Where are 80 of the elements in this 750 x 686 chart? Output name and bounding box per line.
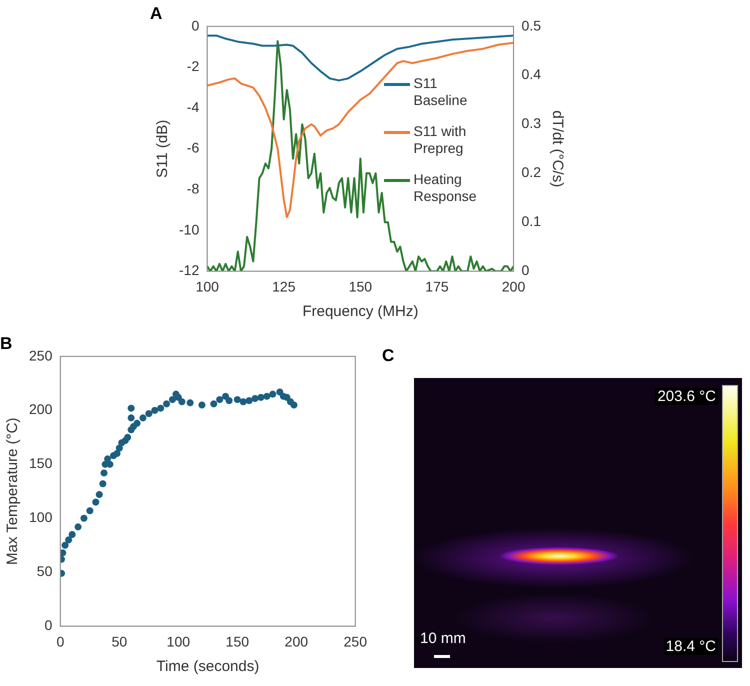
- point: [139, 414, 146, 422]
- point: [186, 399, 194, 406]
- x-tick-label: 50: [112, 633, 128, 650]
- y-tick-label: -10: [179, 221, 200, 238]
- point: [113, 450, 120, 458]
- point: [92, 498, 100, 506]
- x-axis-title: Frequency (MHz): [302, 303, 418, 320]
- point: [145, 410, 152, 418]
- x-tick-label: 150: [226, 633, 250, 650]
- text: 18.4 °C: [664, 638, 718, 655]
- y2-tick-label: 0.3: [522, 115, 542, 132]
- y-tick-label: 50: [36, 563, 53, 580]
- point: [178, 398, 186, 406]
- point: [124, 434, 132, 441]
- y-tick-label: 0: [44, 617, 53, 634]
- y-tick-label: -8: [186, 180, 200, 196]
- point: [198, 401, 206, 408]
- legend-label: Heating Response: [414, 171, 478, 206]
- y-axis-title: S11 (dB): [154, 120, 172, 178]
- y2-tick-label: 0.2: [522, 164, 542, 180]
- y2-tick-label: 0.4: [522, 66, 542, 82]
- y2-axis-title: dT/dt (°C/s): [548, 110, 566, 188]
- point: [99, 480, 106, 488]
- y-tick-label: 0: [191, 17, 200, 34]
- y2-tick-label: 0.5: [522, 17, 542, 34]
- y-tick-label: -12: [179, 262, 200, 278]
- point: [128, 404, 135, 412]
- point: [60, 549, 66, 556]
- y-tick-label: -6: [186, 140, 200, 156]
- point: [100, 469, 108, 476]
- text: 203.6 °C: [655, 388, 718, 405]
- point: [65, 536, 72, 544]
- point: [234, 396, 241, 404]
- point: [210, 400, 218, 408]
- point: [80, 514, 88, 522]
- point: [116, 444, 123, 452]
- x-tick-label: 175: [425, 278, 449, 294]
- x-tick-label: 150: [348, 278, 372, 294]
- y-tick-label: 250: [29, 347, 53, 364]
- y-axis-title: Max Temperature (°C): [4, 418, 22, 566]
- point: [269, 390, 276, 398]
- text: C: [382, 346, 394, 366]
- x-tick-label: 200: [284, 633, 308, 650]
- text: 10 mm: [420, 630, 466, 647]
- y-tick-label: 150: [29, 455, 53, 472]
- y-tick-label: 100: [29, 509, 53, 526]
- point: [263, 392, 270, 400]
- point: [216, 396, 224, 404]
- y-tick-label: -2: [186, 58, 200, 74]
- point: [290, 401, 298, 408]
- x-tick-label: 250: [344, 633, 368, 650]
- y2-tick-label: 0: [522, 262, 530, 278]
- x-tick-label: 200: [502, 278, 526, 294]
- point: [240, 398, 247, 406]
- y2-tick-label: 0.1: [522, 213, 542, 230]
- y-tick-label: 200: [29, 401, 53, 418]
- point: [226, 397, 233, 404]
- point: [163, 400, 170, 408]
- point: [86, 507, 94, 514]
- legend-label: S11 Baseline: [414, 75, 468, 110]
- x-tick-label: 0: [56, 633, 64, 650]
- point: [151, 406, 158, 414]
- point: [257, 394, 264, 401]
- point: [104, 455, 112, 462]
- point: [96, 491, 103, 498]
- point: [134, 420, 141, 427]
- point: [252, 394, 259, 402]
- x-axis-title: Time (seconds): [156, 658, 260, 676]
- x-tick-label: 125: [272, 278, 296, 294]
- point: [168, 396, 176, 404]
- point: [68, 530, 76, 538]
- y-tick-label: -4: [186, 98, 200, 115]
- legend-label: S11 with Prepreg: [414, 123, 468, 158]
- point: [128, 414, 135, 422]
- point: [157, 404, 164, 412]
- point: [246, 397, 253, 404]
- chart-title: B: [0, 334, 12, 353]
- point: [62, 542, 69, 549]
- chart-title: A: [150, 4, 162, 23]
- point: [74, 523, 82, 530]
